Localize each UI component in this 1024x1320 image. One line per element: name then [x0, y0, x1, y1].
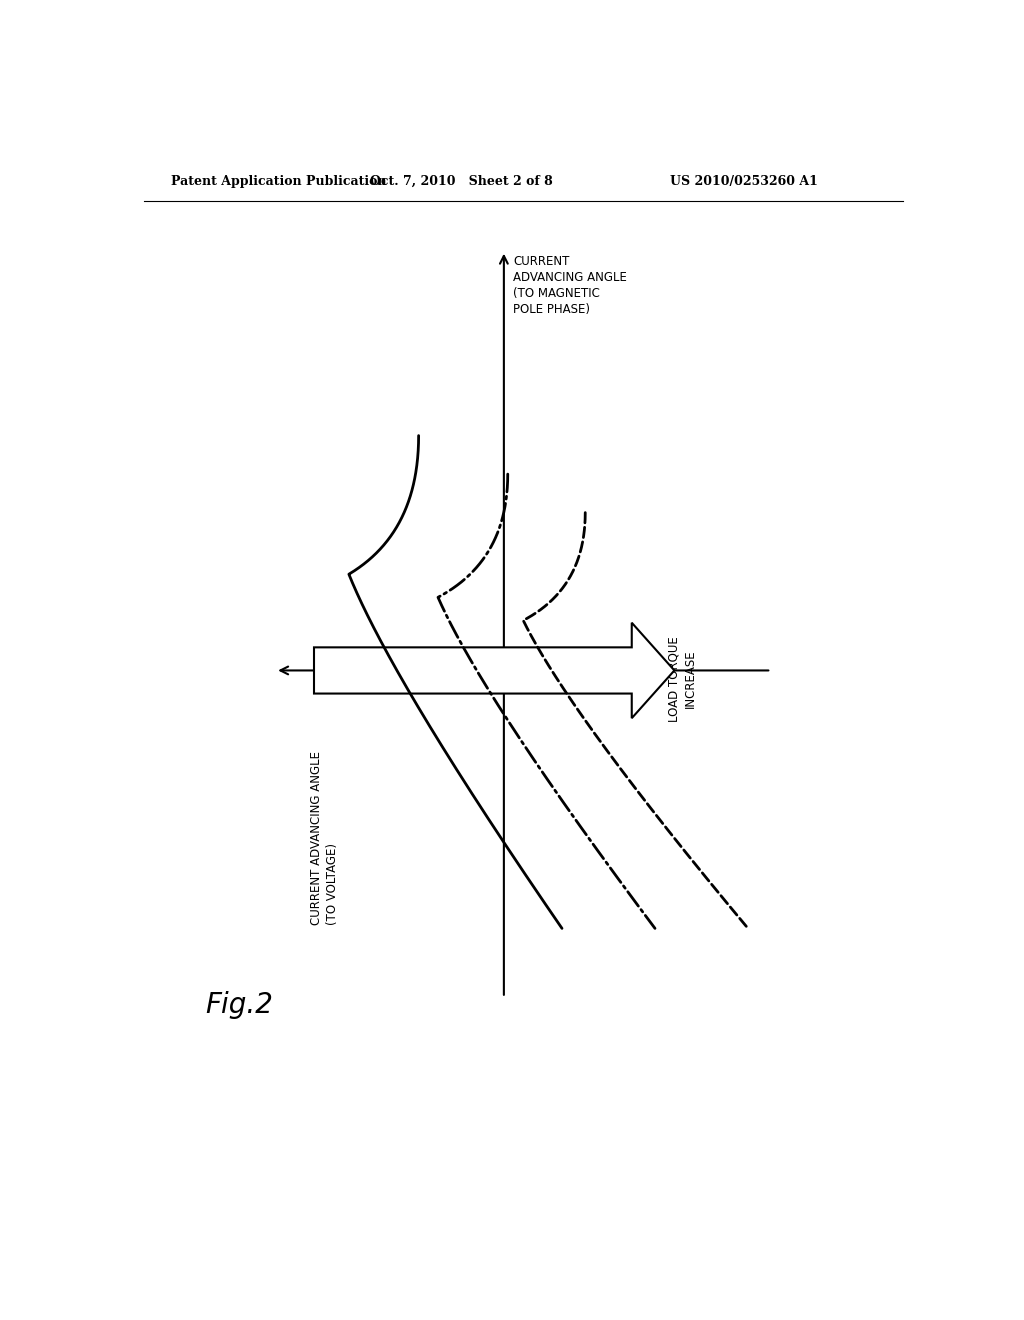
Text: Fig.2: Fig.2 [206, 991, 273, 1019]
Text: LOAD TORQUE
INCREASE: LOAD TORQUE INCREASE [668, 636, 696, 722]
Polygon shape [314, 623, 675, 718]
Text: Patent Application Publication: Patent Application Publication [171, 176, 386, 187]
Text: Oct. 7, 2010   Sheet 2 of 8: Oct. 7, 2010 Sheet 2 of 8 [370, 176, 553, 187]
Text: CURRENT ADVANCING ANGLE
(TO VOLTAGE): CURRENT ADVANCING ANGLE (TO VOLTAGE) [310, 751, 339, 925]
Text: CURRENT
ADVANCING ANGLE
(TO MAGNETIC
POLE PHASE): CURRENT ADVANCING ANGLE (TO MAGNETIC POL… [513, 255, 627, 315]
Text: US 2010/0253260 A1: US 2010/0253260 A1 [671, 176, 818, 187]
